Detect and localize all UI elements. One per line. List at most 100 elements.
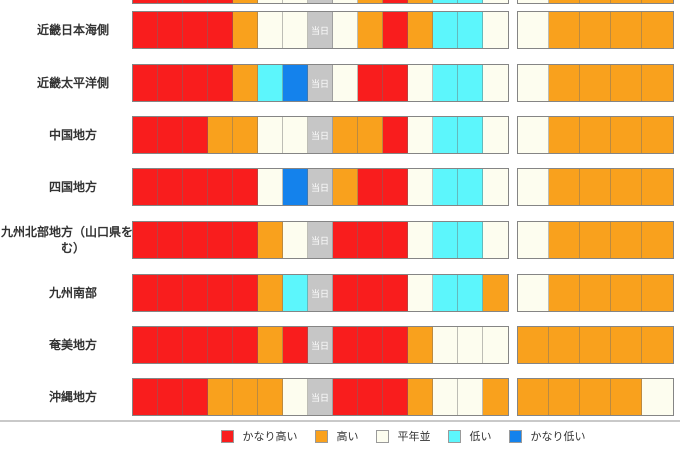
region-row: 九州北部地方（山口県を含む） 当日: [0, 221, 680, 259]
forecast-cell-n: [483, 169, 508, 205]
forecast-cell-h: [611, 327, 642, 363]
forecast-cell-vh: [183, 0, 208, 3]
forecast-cell-n: [333, 65, 358, 101]
forecast-cell-n: [518, 12, 549, 48]
forecast-cell-h: [580, 222, 611, 258]
forecast-cell-h: [358, 12, 383, 48]
daily-forecast-block: 当日: [132, 274, 509, 312]
forecast-cell-h: [408, 12, 433, 48]
forecast-cell-vh: [233, 327, 258, 363]
forecast-cell-l: [458, 222, 483, 258]
forecast-cell-l: [458, 12, 483, 48]
forecast-cell-h: [233, 12, 258, 48]
forecast-cell-h: [580, 117, 611, 153]
forecast-cell-vh: [183, 275, 208, 311]
forecast-cell-h: [549, 0, 580, 3]
region-label: 四国地方: [48, 179, 97, 194]
legend-label: かなり低い: [530, 431, 586, 443]
region-label: 沖縄地方: [48, 389, 97, 404]
forecast-cell-h: [233, 0, 258, 3]
forecast-cell-vh: [158, 379, 183, 415]
forecast-cell-vh: [383, 222, 408, 258]
forecast-cell-vh: [358, 169, 383, 205]
forecast-cell-vh: [183, 379, 208, 415]
legend-item: 平年並: [375, 428, 431, 444]
legend-item: 高い: [314, 428, 359, 444]
forecast-cell-h: [333, 169, 358, 205]
forecast-cell-vh: [133, 169, 158, 205]
forecast-cell-h: [580, 379, 611, 415]
forecast-cell-h: [611, 117, 642, 153]
forecast-cell-h: [358, 117, 383, 153]
daily-forecast-block: 当日: [132, 326, 509, 364]
forecast-cell-vh: [158, 65, 183, 101]
today-cell: 当日: [308, 65, 333, 101]
today-cell: 当日: [308, 379, 333, 415]
region-label: 九州北部地方（山口県を含む）: [0, 224, 145, 255]
forecast-cell-vh: [208, 327, 233, 363]
today-cell: 当日: [308, 222, 333, 258]
forecast-cell-n: [258, 169, 283, 205]
forecast-cell-h: [408, 379, 433, 415]
forecast-cell-h: [233, 379, 258, 415]
daily-forecast-block: 当日: [132, 64, 509, 102]
forecast-cell-h: [549, 117, 580, 153]
forecast-cell-h: [233, 117, 258, 153]
forecast-cell-h: [611, 222, 642, 258]
forecast-cell-vh: [333, 275, 358, 311]
forecast-cell-n: [433, 327, 458, 363]
forecast-cell-n: [518, 0, 549, 3]
forecast-cell-n: [333, 0, 358, 3]
forecast-cell-h: [580, 275, 611, 311]
forecast-cell-n: [518, 169, 549, 205]
forecast-cell-vh: [208, 275, 233, 311]
forecast-cell-l: [433, 169, 458, 205]
forecast-cell-vh: [158, 12, 183, 48]
forecast-cell-h: [518, 379, 549, 415]
forecast-cell-h: [258, 275, 283, 311]
forecast-cell-vh: [383, 327, 408, 363]
forecast-cell-vh: [333, 222, 358, 258]
legend-item: かなり低い: [508, 428, 586, 444]
forecast-cell-vh: [183, 327, 208, 363]
forecast-cell-vh: [358, 222, 383, 258]
forecast-cell-n: [408, 65, 433, 101]
forecast-cell-vh: [383, 117, 408, 153]
forecast-cell-vh: [133, 275, 158, 311]
today-cell: 当日: [308, 169, 333, 205]
legend-label: 低い: [469, 431, 492, 443]
forecast-cell-vl: [283, 169, 308, 205]
forecast-cell-h: [642, 0, 673, 3]
forecast-cell-vh: [233, 169, 258, 205]
daily-forecast-block: 当日: [132, 116, 509, 154]
forecast-cell-vh: [158, 327, 183, 363]
region-row: 近畿日本海側 当日: [0, 11, 680, 49]
forecast-cell-h: [358, 0, 383, 3]
forecast-cell-vh: [133, 65, 158, 101]
forecast-cell-h: [611, 169, 642, 205]
region-label: 近畿太平洋側: [36, 75, 109, 90]
forecast-cell-l: [433, 117, 458, 153]
forecast-cell-n: [483, 222, 508, 258]
forecast-cell-h: [408, 0, 433, 3]
forecast-cell-h: [642, 327, 673, 363]
forecast-cell-vh: [383, 65, 408, 101]
region-row: 中国地方 当日: [0, 116, 680, 154]
forecast-cell-h: [483, 275, 508, 311]
forecast-cell-h: [580, 169, 611, 205]
forecast-cell-vh: [383, 0, 408, 3]
forecast-cell-l: [433, 275, 458, 311]
forecast-cell-h: [483, 379, 508, 415]
forecast-cell-n: [408, 222, 433, 258]
forecast-cell-n: [408, 117, 433, 153]
legend-item: かなり高い: [220, 428, 298, 444]
forecast-cell-h: [642, 65, 673, 101]
forecast-cell-vh: [358, 275, 383, 311]
forecast-cell-n: [258, 12, 283, 48]
today-cell: 当日: [308, 0, 333, 3]
forecast-cell-vh: [208, 0, 233, 3]
weekly-forecast-block: [517, 378, 674, 416]
forecast-cell-h: [642, 12, 673, 48]
forecast-cell-h: [580, 327, 611, 363]
forecast-cell-h: [258, 222, 283, 258]
